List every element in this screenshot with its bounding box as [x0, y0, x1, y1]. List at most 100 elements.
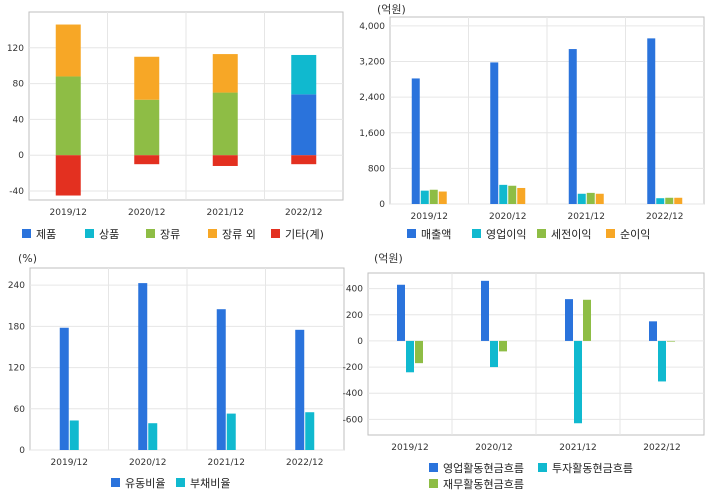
bar	[420, 190, 429, 204]
x-tick-label: 2021/12	[208, 458, 245, 468]
bar	[577, 193, 586, 204]
bar	[134, 56, 160, 100]
y-tick-label: 0	[379, 200, 385, 210]
bar	[69, 420, 79, 450]
bar	[438, 191, 447, 204]
x-tick-label: 2021/12	[568, 212, 605, 222]
y-tick-label: 400	[346, 285, 363, 295]
x-tick-label: 2019/12	[411, 212, 448, 222]
legend-swatch	[407, 229, 416, 238]
y-tick-label: 180	[8, 322, 25, 332]
chart-legend: 유동비율 부채비율	[111, 477, 230, 490]
bar	[216, 309, 226, 450]
x-tick-label: 2019/12	[391, 443, 428, 453]
legend-label: 장류 외	[222, 228, 256, 241]
unit-label: (%)	[18, 252, 37, 265]
legend-label: 영업활동현금흐름	[443, 461, 524, 475]
y-tick-label: -600	[343, 415, 364, 425]
legend-swatch	[537, 229, 546, 238]
unit-label: (억원)	[377, 3, 406, 16]
y-tick-label: 0	[19, 446, 25, 456]
legend-swatch	[606, 229, 615, 238]
bar	[647, 38, 656, 204]
x-tick-label: 2019/12	[50, 208, 87, 218]
x-tick-label: 2021/12	[559, 443, 596, 453]
legend-label: 순이익	[620, 228, 650, 241]
bar	[406, 340, 414, 373]
x-tick-label: 2022/12	[285, 208, 322, 218]
legend-label: 매출액	[421, 228, 451, 241]
bar	[499, 340, 507, 352]
legend-label: 장류	[160, 228, 180, 241]
bar	[481, 280, 489, 341]
bar	[658, 340, 666, 382]
bar	[667, 340, 675, 342]
y-tick-label: 120	[8, 364, 25, 374]
bar	[212, 54, 238, 93]
chart-legend: 영업활동현금흐름 투자활동현금흐름 재무활동현금흐름	[429, 461, 633, 491]
bar	[499, 184, 508, 204]
chart-cashflow: (억원) -600 -400 -200 0 200 400 2019/12 2020/12 20…	[343, 252, 705, 491]
legend-swatch	[22, 229, 31, 238]
y-tick-label: -40	[9, 187, 24, 197]
bar	[291, 155, 317, 165]
legend-label: 재무활동현금흐름	[443, 477, 524, 491]
bar	[291, 54, 317, 95]
x-tick-label: 2020/12	[128, 208, 165, 218]
bar	[649, 321, 657, 341]
bar	[397, 284, 405, 341]
chart-ratios: (%) 0 60 120 180 240 2019/12 2020/12 2021/12 202…	[8, 252, 345, 490]
legend-swatch	[472, 229, 481, 238]
y-tick-label: 2,400	[359, 93, 385, 103]
bar	[574, 340, 582, 424]
y-tick-label: 120	[7, 44, 24, 54]
bar	[565, 299, 573, 341]
y-tick-label: 60	[14, 405, 26, 415]
chart-income: (억원) 0 800 1,600 2,400 3,200 4,000 2019/12 2020…	[359, 3, 705, 241]
legend-swatch	[176, 478, 185, 487]
x-tick-label: 2021/12	[207, 208, 244, 218]
bar	[55, 155, 81, 196]
bar	[226, 413, 236, 450]
legend-swatch	[85, 229, 94, 238]
bar	[490, 340, 498, 368]
y-tick-label: 0	[357, 337, 363, 347]
bar	[138, 283, 148, 450]
bar	[212, 92, 238, 156]
legend-label: 기타(계)	[285, 228, 324, 241]
bar	[411, 78, 420, 204]
bar	[517, 187, 526, 204]
bar	[656, 198, 665, 204]
x-tick-label: 2022/12	[286, 458, 323, 468]
legend-label: 세전이익	[551, 228, 591, 241]
y-tick-label: 200	[346, 311, 363, 321]
legend-swatch	[111, 478, 120, 487]
legend-label: 상품	[99, 228, 119, 241]
bar	[508, 185, 517, 204]
bar	[305, 412, 315, 450]
legend-label: 부채비율	[190, 477, 230, 490]
x-tick-label: 2020/12	[475, 443, 512, 453]
y-tick-label: 1,600	[359, 129, 385, 139]
bar	[134, 155, 160, 165]
x-tick-label: 2020/12	[129, 458, 166, 468]
bar	[295, 329, 305, 450]
bar	[583, 299, 591, 341]
legend-swatch	[538, 463, 547, 472]
bar	[429, 189, 438, 204]
legend-label: 제품	[36, 228, 56, 241]
y-tick-label: 800	[368, 164, 385, 174]
legend-swatch	[146, 229, 155, 238]
bar	[212, 155, 238, 166]
y-tick-label: 4,000	[359, 22, 385, 32]
legend-swatch	[429, 479, 438, 488]
bar	[291, 94, 317, 156]
bar	[55, 76, 81, 156]
y-tick-label: 40	[13, 115, 25, 125]
bar	[490, 62, 499, 204]
bar	[665, 197, 674, 204]
x-tick-label: 2019/12	[51, 458, 88, 468]
bar	[134, 99, 160, 156]
